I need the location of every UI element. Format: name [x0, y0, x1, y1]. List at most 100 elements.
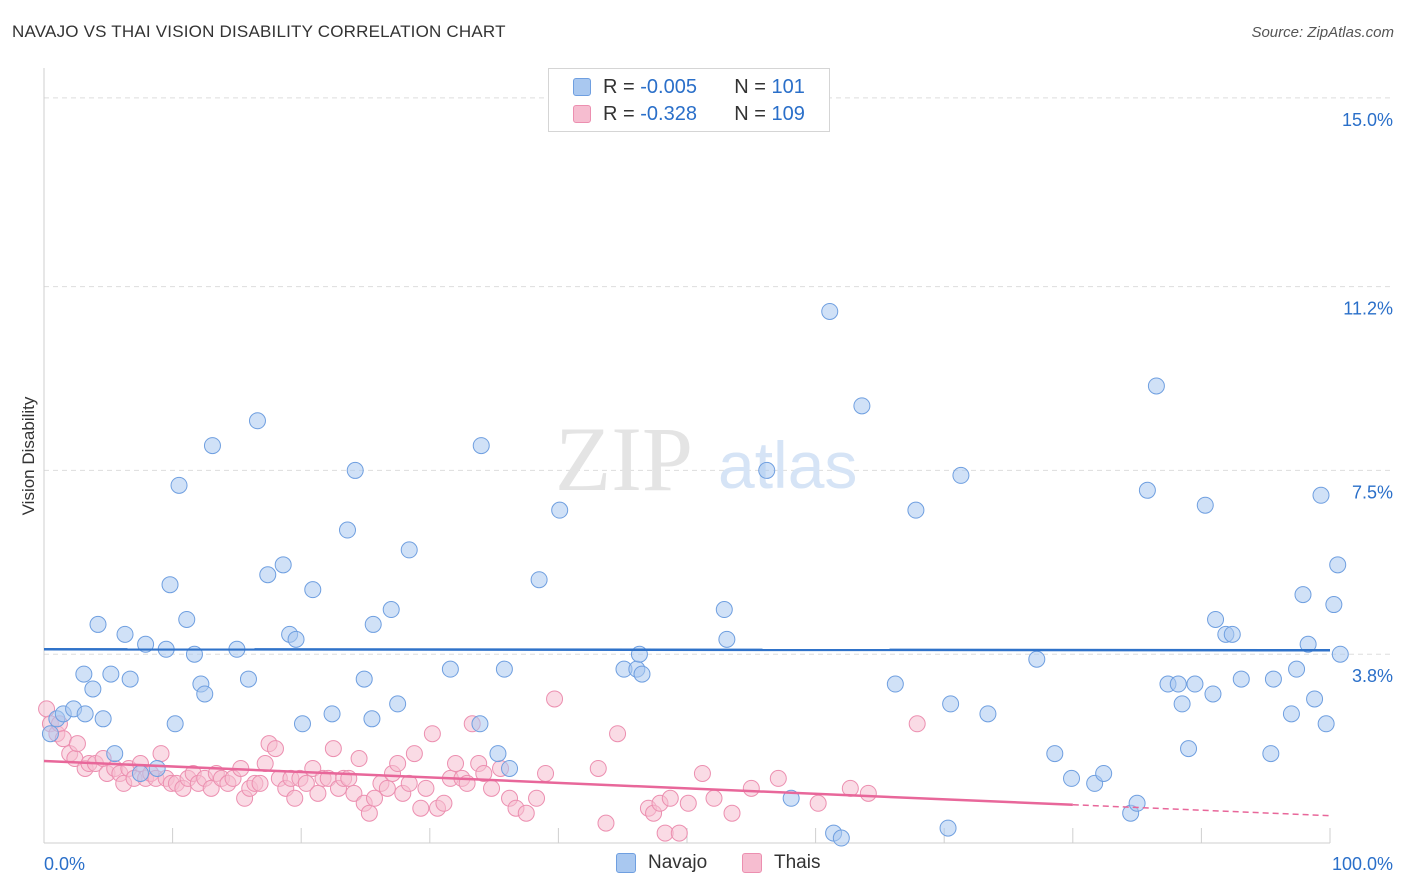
chart-title: NAVAJO VS THAI VISION DISABILITY CORRELA…	[12, 22, 506, 41]
navajo-point	[1173, 695, 1191, 713]
navajo-point	[293, 715, 311, 733]
y-axis-title: Vision Disability	[19, 396, 38, 515]
y-gridlines	[44, 97, 1393, 655]
navajo-point	[363, 710, 381, 728]
navajo-point	[338, 521, 356, 539]
navajo-point	[1180, 740, 1198, 758]
thai-point	[423, 725, 441, 743]
thai-point	[324, 740, 342, 758]
navajo-point	[1299, 635, 1317, 653]
thai-point	[670, 824, 688, 842]
navajo-point	[1317, 715, 1335, 733]
navajo-point	[1169, 675, 1187, 693]
thai-point	[345, 784, 363, 802]
legend-r-value: -0.328	[640, 102, 697, 125]
navajo-point	[782, 789, 800, 807]
navajo-point	[346, 461, 364, 479]
navajo-point	[121, 670, 139, 688]
navajo-point	[1147, 377, 1165, 395]
navajo-point	[1138, 481, 1156, 499]
navajo-point	[907, 501, 925, 519]
navajo-point	[1028, 650, 1046, 668]
legend-r-value: -0.005	[640, 75, 697, 98]
navajo-point	[1128, 794, 1146, 812]
navajo-point	[441, 660, 459, 678]
thai-point	[597, 814, 615, 832]
legend-r-label: R =	[603, 75, 635, 98]
navajo-point	[495, 660, 513, 678]
navajo-point	[886, 675, 904, 693]
navajo-point	[1063, 769, 1081, 787]
thai-point	[537, 764, 555, 782]
series-legend-thais: Thais	[742, 852, 820, 874]
navajo-point	[41, 725, 59, 743]
thai-point	[286, 789, 304, 807]
thai-point	[202, 779, 220, 797]
thai-point	[297, 774, 315, 792]
thai-point	[705, 789, 723, 807]
navajo-point	[239, 670, 257, 688]
navajo-point	[1262, 745, 1280, 763]
navajo-point	[1264, 670, 1282, 688]
navajo-legend-label: Navajo	[648, 852, 708, 873]
navajo-point	[1232, 670, 1250, 688]
navajo-point	[501, 759, 519, 777]
navajo-point	[382, 601, 400, 619]
legend-row-thais: R = -0.328 N = 109	[573, 102, 805, 126]
thai-point	[769, 769, 787, 787]
navajo-point	[633, 665, 651, 683]
navajo-point	[116, 625, 134, 643]
legend-r-label: R =	[603, 102, 635, 125]
navajo-point	[715, 601, 733, 619]
navajo-point	[853, 397, 871, 415]
navajo-point	[1294, 586, 1312, 604]
navajo-point	[106, 745, 124, 763]
navajo-point	[1204, 685, 1222, 703]
series-legend: Navajo Thais	[0, 852, 1406, 876]
navajo-point	[89, 615, 107, 633]
navajo-point	[196, 685, 214, 703]
watermark-zip: ZIP	[555, 408, 693, 510]
thai-point	[517, 804, 535, 822]
y-tick-label: 7.5%	[1352, 482, 1393, 502]
thai-point	[366, 789, 384, 807]
y-tick-label: 3.8%	[1352, 666, 1393, 686]
navajo-point	[170, 476, 188, 494]
series-legend-navajo: Navajo	[616, 852, 707, 874]
thai-point	[609, 725, 627, 743]
source-label: Source: ZipAtlas.com	[1251, 24, 1394, 41]
navajo-point	[942, 695, 960, 713]
thai-trend-line-extrapolated	[1072, 804, 1331, 817]
thai-trend-line	[43, 759, 1073, 806]
navajo-point	[952, 466, 970, 484]
thai-point	[152, 745, 170, 763]
thai-point	[389, 755, 407, 773]
thai-point	[412, 799, 430, 817]
thai-point	[266, 740, 284, 758]
navajo-point	[979, 705, 997, 723]
thai-swatch	[573, 105, 591, 123]
navajo-point	[166, 715, 184, 733]
legend-n-label: N =	[734, 102, 766, 125]
thai-point	[546, 690, 564, 708]
legend-n-value: 101	[771, 75, 805, 98]
navajo-swatch	[573, 78, 591, 96]
thai-point	[528, 789, 546, 807]
thai-point	[723, 804, 741, 822]
navajo-point	[551, 501, 569, 519]
navajo-point	[1331, 645, 1349, 663]
navajo-point	[939, 819, 957, 837]
thai-point	[483, 779, 501, 797]
correlation-legend: R = -0.005 N = 101 R = -0.328 N = 109	[548, 68, 830, 132]
thai-point	[693, 764, 711, 782]
navajo-point	[1288, 660, 1306, 678]
navajo-point	[471, 715, 489, 733]
navajo-point	[323, 705, 341, 723]
navajo-trend-line	[43, 648, 1331, 652]
navajo-point	[758, 461, 776, 479]
navajo-point	[287, 630, 305, 648]
navajo-point	[102, 665, 120, 683]
navajo-point	[304, 581, 322, 599]
thai-point	[447, 755, 465, 773]
navajo-point	[1306, 690, 1324, 708]
